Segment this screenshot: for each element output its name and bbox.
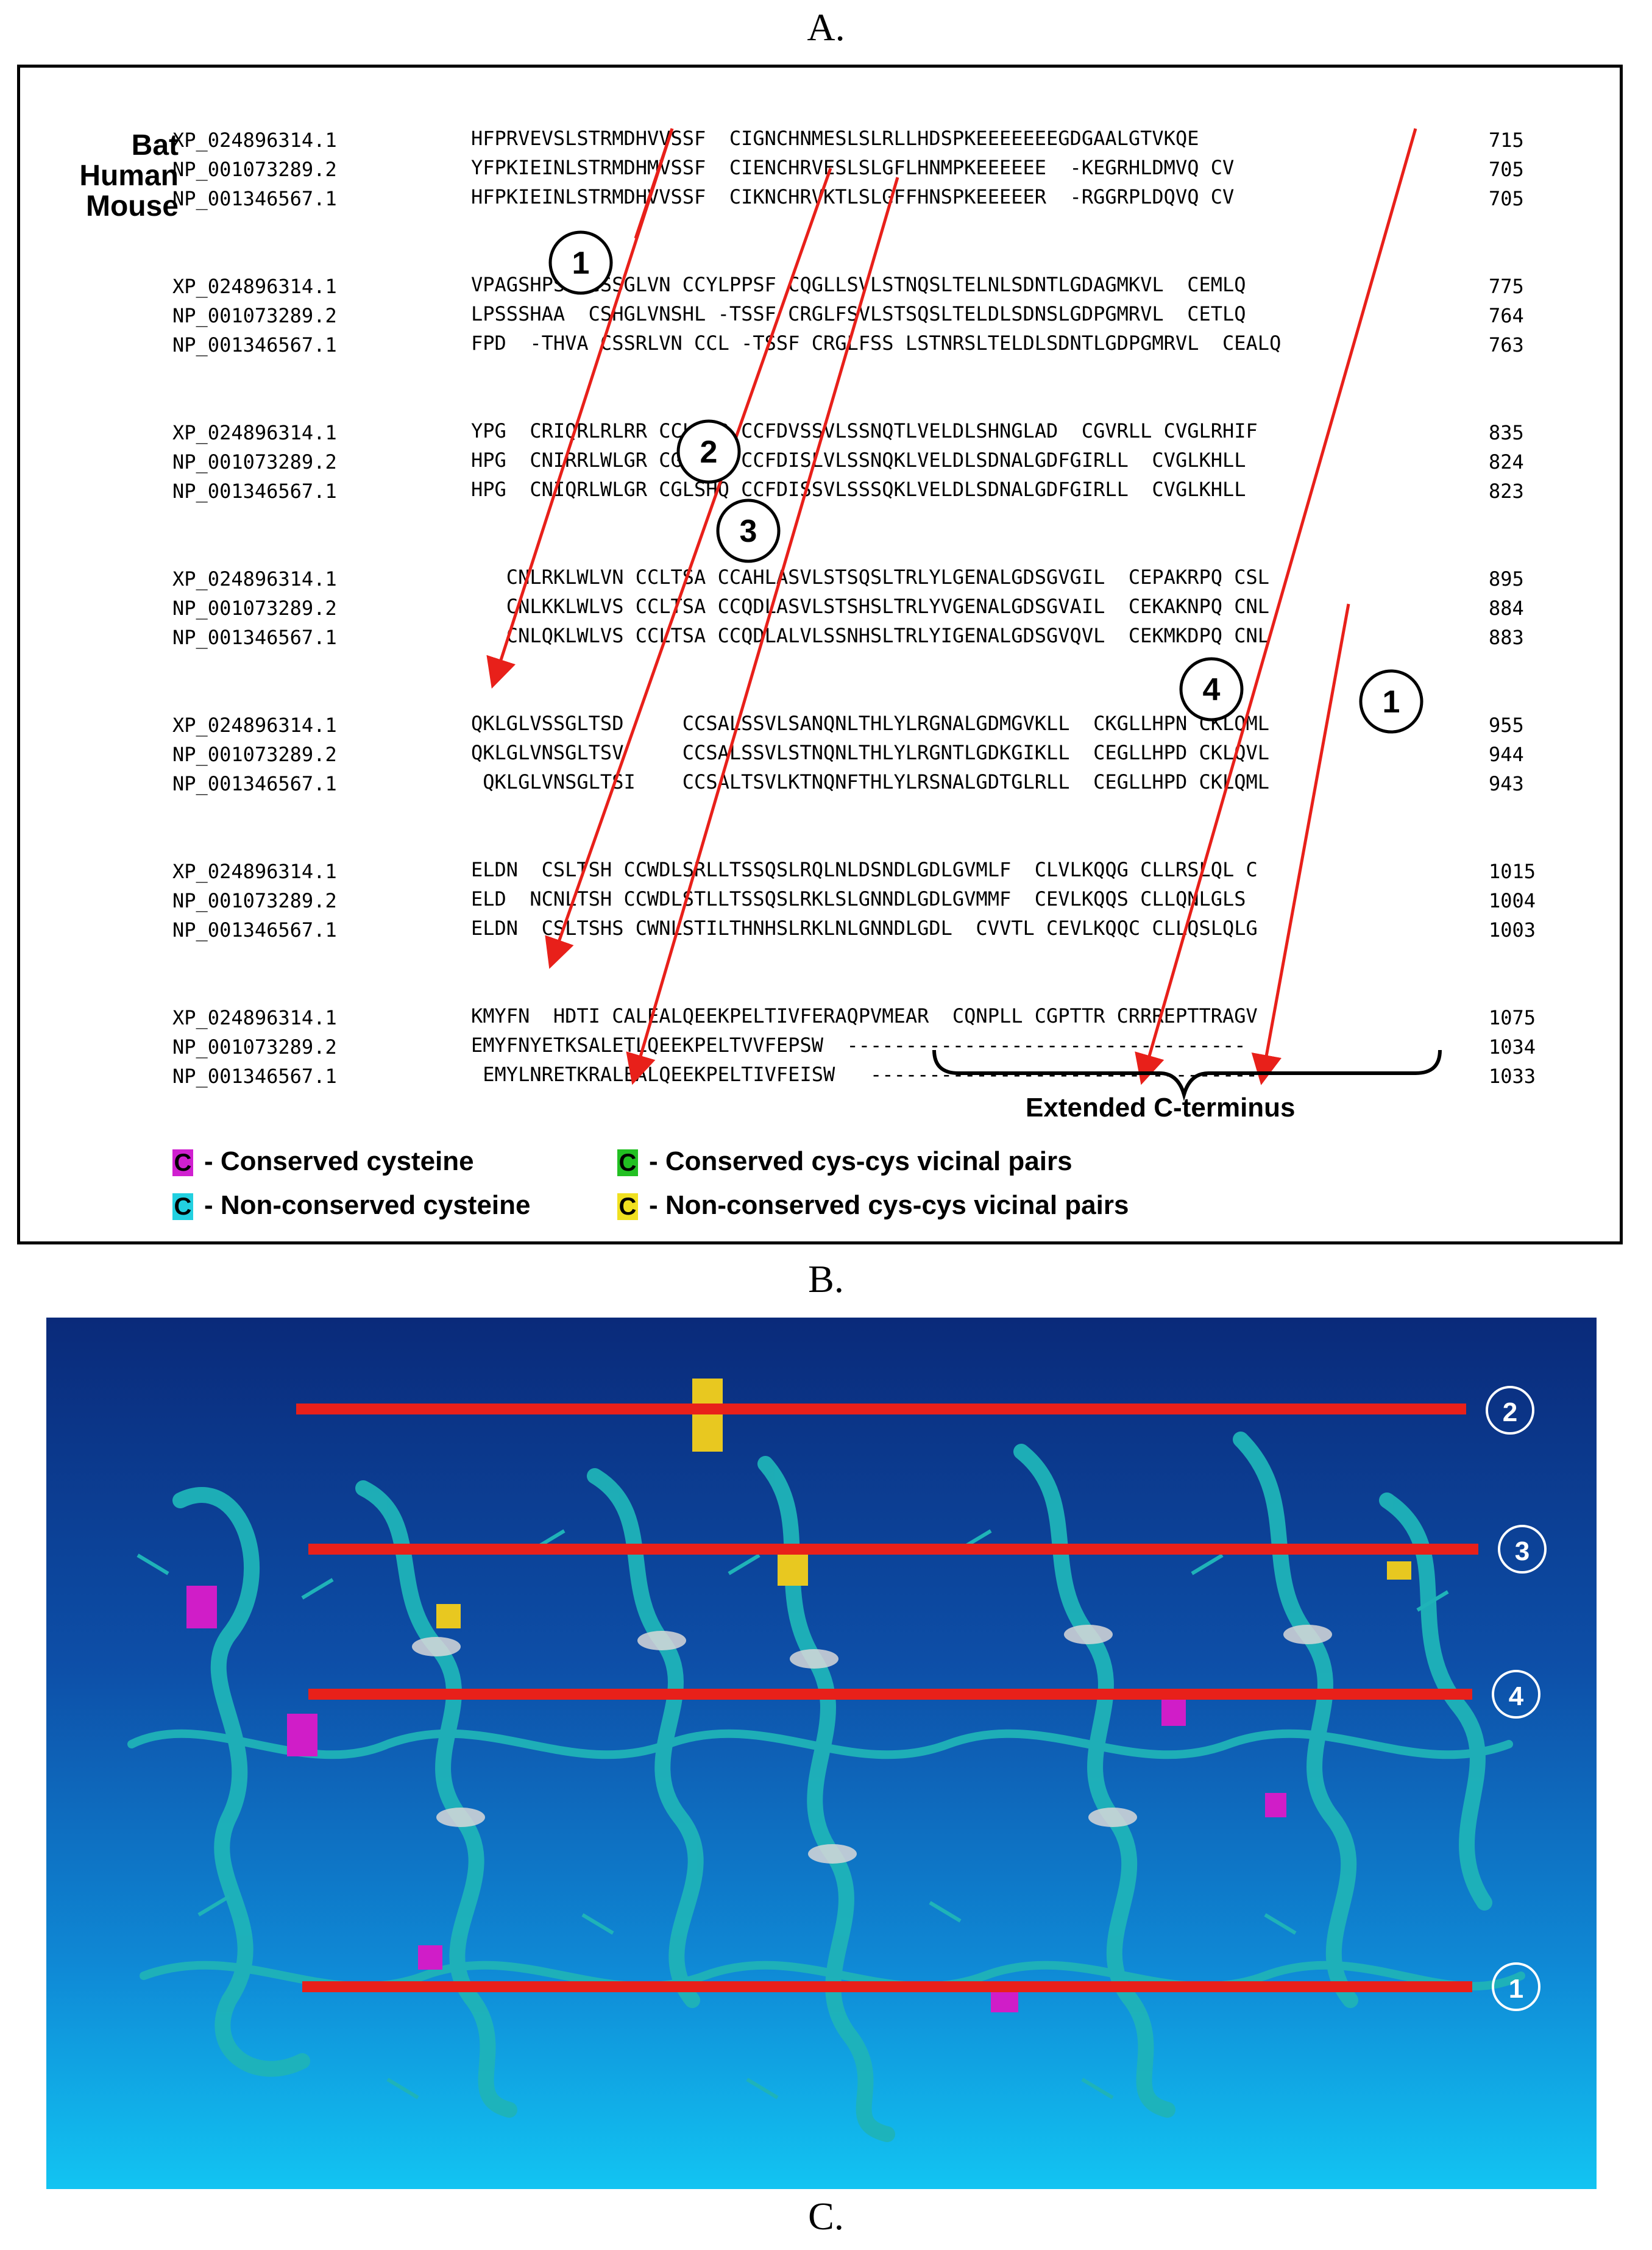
legend-swatch-icon: C xyxy=(172,1193,193,1221)
site-circle-marker xyxy=(716,499,781,563)
residue-position: 1075 xyxy=(1489,1006,1536,1029)
accession-id: XP_024896314.1 xyxy=(172,421,337,444)
sequence-row: VPAGSHPS CSSGLVN CCYLPPSF CQGLLSVLSTNQSL… xyxy=(471,273,1246,296)
sequence-row: LPSSSHAA CSHGLVNSHL -TSSF CRGLFSVLSTSQSL… xyxy=(471,302,1246,325)
accession-id: NP_001346567.1 xyxy=(172,1065,337,1088)
legend-swatch-icon: C xyxy=(617,1193,638,1221)
residue-position: 944 xyxy=(1489,743,1524,766)
plane-badge-2: 2 xyxy=(1486,1386,1534,1435)
panel-c-label: C. xyxy=(808,2195,844,2238)
residue-position: 1034 xyxy=(1489,1035,1536,1059)
conservation-arrow xyxy=(545,168,832,969)
accession-id: NP_001073289.2 xyxy=(172,597,337,620)
residue-position: 823 xyxy=(1489,480,1524,503)
accession-id: NP_001346567.1 xyxy=(172,772,337,795)
accession-id: NP_001073289.2 xyxy=(172,1035,337,1059)
sequence-row: HFPRVEVSLSTRMDHVVSSF CIGNCHNMESLSLRLLHDS… xyxy=(471,127,1222,150)
conservation-arrow xyxy=(1135,128,1417,1085)
accession-id: XP_024896314.1 xyxy=(172,567,337,591)
extended-c-terminus-label: Extended C-terminus xyxy=(1026,1093,1296,1123)
residue-position: 764 xyxy=(1489,304,1524,327)
sequence-row: CNLKKLWLVS CCLTSA CCQDLASVLSTSHSLTRLYVGE… xyxy=(471,595,1270,618)
sequence-row: HFPKIEINLSTRMDHVVSSF CIKNCHRVKTLSLGFFHNS… xyxy=(471,185,1235,208)
residue-position: 943 xyxy=(1489,772,1524,795)
conservation-arrow xyxy=(1251,603,1350,1085)
site-circle-label: 4 xyxy=(1203,672,1221,708)
residue-position: 824 xyxy=(1489,450,1524,474)
sequence-row: FPD -THVA CSSRLVN CCL -TSSF CRGLFSS LSTN… xyxy=(471,332,1282,355)
panel-a-label: A. xyxy=(807,5,845,49)
site-circle-label: 1 xyxy=(572,246,590,281)
accession-id: NP_001346567.1 xyxy=(172,480,337,503)
residue-position: 715 xyxy=(1489,129,1524,152)
conservation-arrow xyxy=(626,177,899,1085)
accession-id: NP_001346567.1 xyxy=(172,333,337,357)
accession-id: XP_024896314.1 xyxy=(172,129,337,152)
site-circle-marker xyxy=(548,230,613,295)
residue-position: 1003 xyxy=(1489,918,1536,942)
accession-id: NP_001073289.2 xyxy=(172,158,337,181)
legend-conserved-cysteine: C- Conserved cysteine xyxy=(172,1146,474,1177)
site-circle-marker xyxy=(1359,669,1423,734)
species-bat: Bat xyxy=(131,129,179,161)
conservation-arrow xyxy=(634,128,674,239)
sequence-row: ELDN CSLTSHS CWNLSTILTHNHSLRKLNLGNNDLGDL… xyxy=(471,917,1258,940)
accession-id: NP_001073289.2 xyxy=(172,304,337,327)
residue-position: 705 xyxy=(1489,187,1524,210)
alignment-panel: Bat Human Mouse XP_024896314.1 HFPRVEVSLS… xyxy=(17,65,1623,1244)
plane-badge-1: 1 xyxy=(1492,1962,1540,2011)
site-circle-marker xyxy=(676,419,741,484)
sequence-row: YFPKIEINLSTRMDHMVSSF CIENCHRVESLSLGFLHNM… xyxy=(471,156,1235,179)
legend-swatch-icon: C xyxy=(617,1149,638,1177)
residue-position: 763 xyxy=(1489,333,1524,357)
plane-badge-4: 4 xyxy=(1492,1670,1540,1719)
site-circle-marker xyxy=(1179,657,1244,722)
species-human: Human xyxy=(79,160,179,192)
accession-id: NP_001073289.2 xyxy=(172,450,337,474)
accession-id: NP_001073289.2 xyxy=(172,889,337,912)
sequence-row: ELDN CSLTSH CCWDLSRLLTSSQSLRQLNLDSNDLGDL… xyxy=(471,858,1258,881)
accession-id: XP_024896314.1 xyxy=(172,1006,337,1029)
accession-id: NP_001073289.2 xyxy=(172,743,337,766)
sequence-row: ELD NCNLTSH CCWDLSTLLTSSQSLRKLSLGNNDLGDL… xyxy=(471,887,1246,910)
residue-position: 1015 xyxy=(1489,860,1536,883)
species-mouse: Mouse xyxy=(85,190,179,222)
residue-position: 705 xyxy=(1489,158,1524,181)
panel-b-label: B. xyxy=(808,1257,844,1301)
residue-position: 884 xyxy=(1489,597,1524,620)
legend-conserved-vicinal: C- Conserved cys-cys vicinal pairs xyxy=(617,1146,1072,1177)
alignment-annotation-overlay: 1 2 3 4 1 xyxy=(486,128,1442,1101)
site-circle-label: 1 xyxy=(1383,684,1400,720)
accession-id: NP_001346567.1 xyxy=(172,187,337,210)
residue-position: 895 xyxy=(1489,567,1524,591)
accession-id: XP_024896314.1 xyxy=(172,860,337,883)
sequence-row: CNLQKLWLVS CCLTSA CCQDLALVLSSNHSLTRLYIGE… xyxy=(471,624,1270,647)
sequence-row: KMYFN HDTI CALEALQEEKPELTIVFERAQPVMEAR C… xyxy=(471,1004,1258,1027)
extended-c-terminus-brace xyxy=(932,1049,1442,1101)
residue-position: 775 xyxy=(1489,275,1524,298)
accession-id: NP_001346567.1 xyxy=(172,918,337,942)
legend-swatch-icon: C xyxy=(172,1149,193,1177)
sequence-row: QKLGLVNSGLTSI CCSALTSVLKTNQNFTHLYLRSNALG… xyxy=(471,770,1270,793)
sequence-row: QKLGLVSSGLTSD CCSALSSVLSANQNLTHLYLRGNALG… xyxy=(471,712,1270,735)
accession-id: NP_001346567.1 xyxy=(172,626,337,649)
legend-nonconserved-cysteine: C- Non-conserved cysteine xyxy=(172,1190,531,1221)
site-circle-label: 3 xyxy=(740,514,757,549)
residue-position: 835 xyxy=(1489,421,1524,444)
accession-id: XP_024896314.1 xyxy=(172,275,337,298)
plane-badge-3: 3 xyxy=(1498,1525,1547,1574)
residue-position: 1004 xyxy=(1489,889,1536,912)
legend-nonconserved-vicinal: C- Non-conserved cys-cys vicinal pairs xyxy=(617,1190,1129,1221)
residue-position: 883 xyxy=(1489,626,1524,649)
residue-position: 1033 xyxy=(1489,1065,1536,1088)
accession-id: XP_024896314.1 xyxy=(172,714,337,737)
ribbon-model xyxy=(127,1379,1525,2142)
site-circle-label: 2 xyxy=(700,435,718,470)
protein-structure-render: 2 3 4 1 xyxy=(46,1318,1597,2189)
residue-position: 955 xyxy=(1489,714,1524,737)
